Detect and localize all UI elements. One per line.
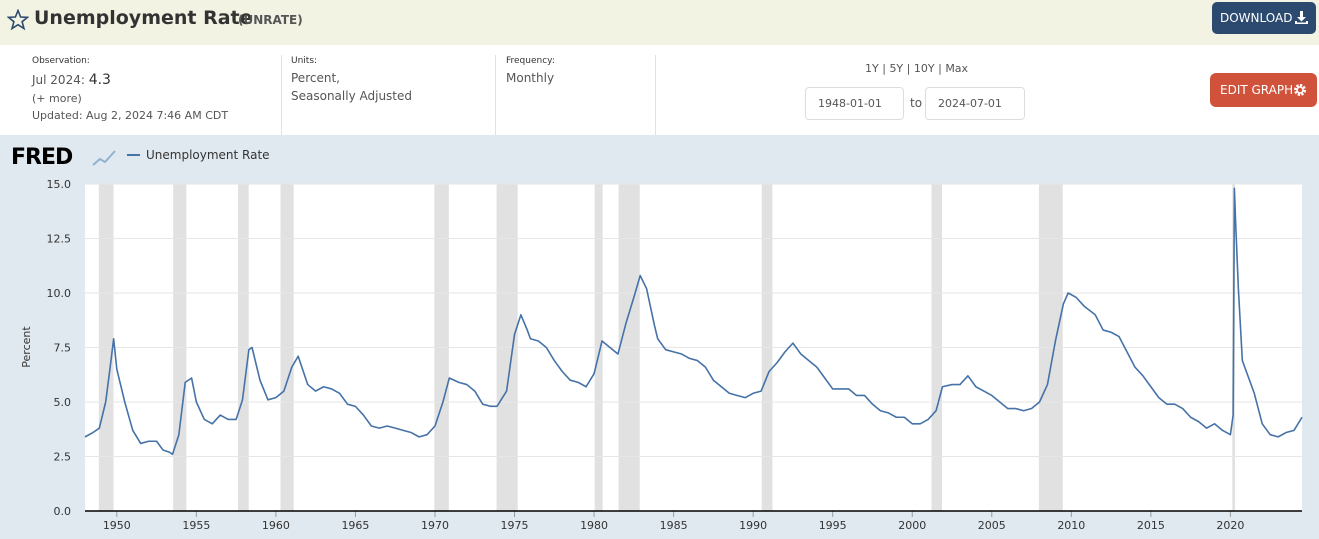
range-links: 1Y | 5Y | 10Y | Max [865, 62, 968, 75]
x-tick-label: 1995 [819, 519, 847, 532]
x-tick-label: 1980 [580, 519, 608, 532]
chart: FRED Percent 0.0 2.5 5.0 7.5 10.0 12.5 15.0 195… [0, 135, 1319, 539]
download-label: DOWNLOAD [1220, 11, 1293, 25]
y-tick-label: 15.0 [47, 178, 72, 191]
frequency-label: Frequency: [506, 56, 555, 66]
x-tick-label: 1985 [660, 519, 688, 532]
observation-date: Jul 2024: [32, 73, 85, 87]
updated: Updated: Aug 2, 2024 7:46 AM CDT [32, 109, 229, 122]
range-link[interactable]: 10Y [913, 62, 935, 75]
edit-label: EDIT GRAPH [1220, 83, 1294, 97]
units-line: Seasonally Adjusted [291, 89, 413, 103]
x-tick-label: 1955 [182, 519, 210, 532]
x-tick-label: 2015 [1137, 519, 1165, 532]
star-icon[interactable] [7, 9, 29, 31]
frequency: Monthly [506, 71, 555, 85]
y-tick-label: 10.0 [47, 287, 72, 300]
separator: | [938, 62, 942, 75]
download-icon [1295, 11, 1308, 24]
series-id: (UNRATE) [238, 13, 303, 27]
range-link[interactable]: 1Y [865, 62, 879, 75]
x-tick-label: 2000 [898, 519, 926, 532]
y-tick-label: 2.5 [54, 451, 72, 464]
divider [495, 55, 496, 135]
edit-graph-button[interactable]: EDIT GRAPH [1210, 73, 1317, 107]
units-line: Percent, [291, 71, 340, 85]
y-axis-label: Percent [20, 326, 33, 368]
more-link[interactable]: (+ more) [32, 92, 82, 105]
series-line [84, 187, 1303, 456]
download-button[interactable]: DOWNLOAD [1212, 2, 1316, 34]
observation-label: Observation: [32, 56, 90, 66]
x-tick-label: 2020 [1216, 519, 1244, 532]
y-tick-label: 0.0 [54, 505, 72, 518]
x-tick-label: 1990 [739, 519, 767, 532]
observation-value: 4.3 [88, 72, 111, 88]
gear-icon [1294, 84, 1306, 96]
y-tick-label: 12.5 [47, 233, 72, 246]
logo-graphic [92, 150, 116, 166]
divider [655, 55, 656, 135]
legend-label: Unemployment Rate [146, 148, 270, 162]
divider [281, 55, 282, 135]
x-tick-label: 2010 [1057, 519, 1085, 532]
range-link[interactable]: Max [945, 62, 969, 75]
x-tick-label: 2005 [978, 519, 1006, 532]
x-tick-label: 1960 [262, 519, 290, 532]
to-label: to [910, 96, 923, 110]
x-tick-label: 1975 [501, 519, 529, 532]
y-tick-label: 5.0 [54, 396, 72, 409]
start-date-input[interactable]: 1948-01-01 [805, 87, 904, 120]
units-label: Units: [291, 56, 318, 66]
separator: | [906, 62, 911, 75]
fred-logo: FRED [11, 145, 73, 170]
title: Unemployment Rate [34, 7, 253, 29]
x-tick-label: 1965 [341, 519, 369, 532]
end-date-input[interactable]: 2024-07-01 [925, 87, 1025, 120]
y-tick-label: 7.5 [54, 342, 72, 355]
separator: | [882, 62, 886, 75]
header-bar [0, 0, 1319, 45]
range-link[interactable]: 5Y [889, 62, 904, 75]
x-tick-label: 1970 [421, 519, 449, 532]
x-tick-label: 1950 [103, 519, 131, 532]
